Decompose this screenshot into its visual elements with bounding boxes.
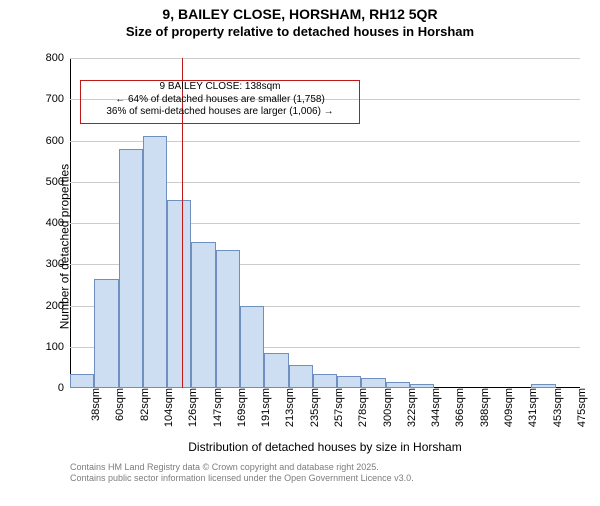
histogram-bar [143,136,167,388]
x-tick-label: 147sqm [208,388,224,427]
x-tick-label: 191sqm [256,388,272,427]
annotation-line: 9 BAILEY CLOSE: 138sqm [81,81,359,94]
annotation-line: 36% of semi-detached houses are larger (… [81,106,359,119]
x-tick-label: 409sqm [499,388,515,427]
x-tick-label: 60sqm [110,388,126,421]
footnote-line: Contains public sector information licen… [70,473,414,484]
x-axis-title: Distribution of detached houses by size … [70,440,580,454]
x-tick-label: 235sqm [305,388,321,427]
x-tick-label: 475sqm [572,388,588,427]
x-tick-label: 104sqm [159,388,175,427]
y-tick-label: 0 [58,382,70,394]
histogram-bar [94,279,118,388]
annotation-box: 9 BAILEY CLOSE: 138sqm← 64% of detached … [80,80,360,124]
histogram-bar [191,242,215,388]
y-tick-label: 800 [46,52,70,64]
footnote-line: Contains HM Land Registry data © Crown c… [70,462,414,473]
chart-subtitle: Size of property relative to detached ho… [0,24,600,39]
histogram-bar [264,353,288,388]
histogram-bar [216,250,240,388]
y-tick-label: 700 [46,93,70,105]
x-tick-label: 213sqm [280,388,296,427]
histogram-bar [337,376,361,388]
histogram-bar [167,200,191,388]
y-axis-title: Number of detached properties [58,164,72,329]
x-tick-label: 169sqm [232,388,248,427]
histogram-bar [361,378,385,388]
histogram-bar [70,374,94,388]
grid-line [70,58,580,59]
x-tick-label: 278sqm [353,388,369,427]
histogram-bar [313,374,337,388]
y-tick-label: 600 [46,135,70,147]
plot-area: 010020030040050060070080038sqm60sqm82sqm… [70,58,580,388]
x-tick-label: 388sqm [475,388,491,427]
x-tick-label: 431sqm [523,388,539,427]
annotation-line: ← 64% of detached houses are smaller (1,… [81,94,359,107]
chart-container: 9, BAILEY CLOSE, HORSHAM, RH12 5QR Size … [0,6,600,506]
y-tick-label: 100 [46,341,70,353]
histogram-bar [289,365,313,388]
footnote: Contains HM Land Registry data © Crown c… [70,462,414,484]
x-tick-label: 322sqm [402,388,418,427]
x-tick-label: 38sqm [86,388,102,421]
histogram-bar [240,306,264,389]
x-tick-label: 82sqm [135,388,151,421]
x-tick-label: 300sqm [378,388,394,427]
x-tick-label: 453sqm [548,388,564,427]
x-tick-label: 257sqm [329,388,345,427]
histogram-bar [119,149,143,388]
x-tick-label: 366sqm [450,388,466,427]
chart-title: 9, BAILEY CLOSE, HORSHAM, RH12 5QR [0,6,600,22]
x-tick-label: 344sqm [426,388,442,427]
x-tick-label: 126sqm [183,388,199,427]
